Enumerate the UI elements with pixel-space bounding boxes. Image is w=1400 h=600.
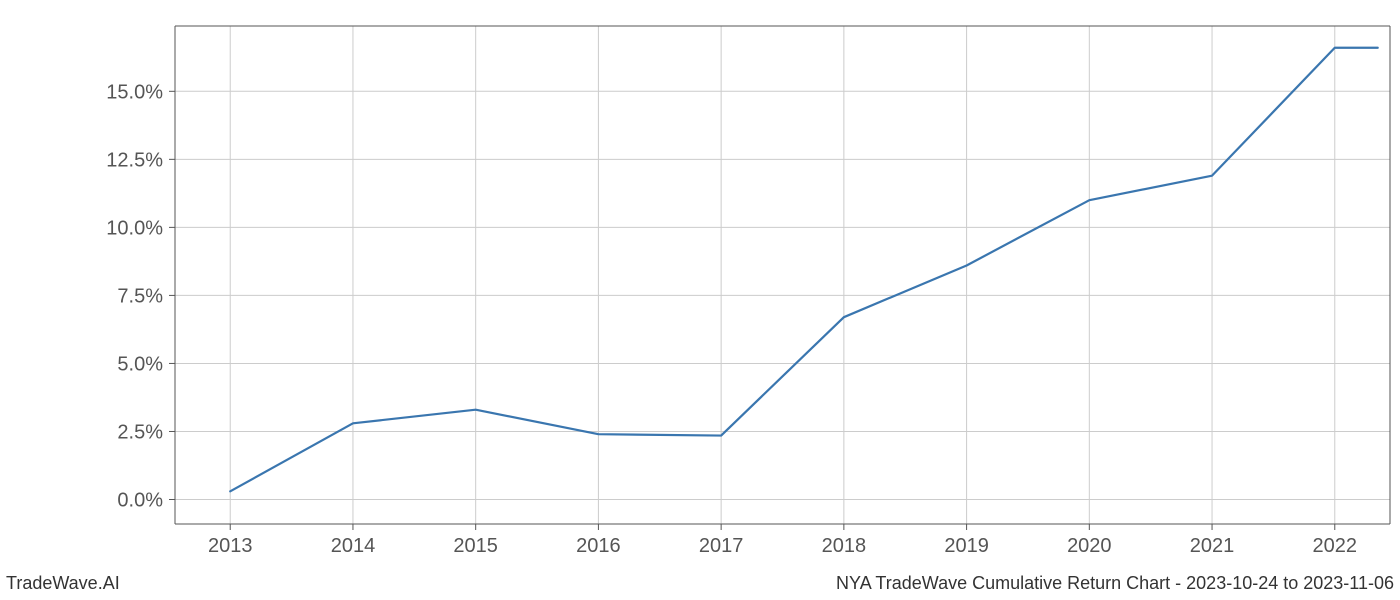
svg-text:2021: 2021 bbox=[1190, 535, 1235, 557]
svg-text:2014: 2014 bbox=[331, 535, 376, 557]
svg-text:2.5%: 2.5% bbox=[117, 421, 163, 443]
svg-text:10.0%: 10.0% bbox=[106, 217, 163, 239]
svg-text:2013: 2013 bbox=[208, 535, 253, 557]
chart-container: 2013 2014 2015 2016 2017 2018 2019 2020 2021 2022… bbox=[0, 0, 1400, 600]
svg-text:2019: 2019 bbox=[944, 535, 989, 557]
svg-text:2015: 2015 bbox=[453, 535, 498, 557]
svg-text:2022: 2022 bbox=[1313, 535, 1358, 557]
svg-text:2016: 2016 bbox=[576, 535, 621, 557]
svg-text:2020: 2020 bbox=[1067, 535, 1112, 557]
svg-text:5.0%: 5.0% bbox=[117, 353, 163, 375]
line-chart: 2013 2014 2015 2016 2017 2018 2019 2020 2021 2022… bbox=[0, 0, 1400, 600]
svg-text:15.0%: 15.0% bbox=[106, 81, 163, 103]
footer-right-text: NYA TradeWave Cumulative Return Chart - … bbox=[836, 573, 1394, 594]
footer-left-text: TradeWave.AI bbox=[6, 573, 120, 594]
svg-text:12.5%: 12.5% bbox=[106, 149, 163, 171]
svg-text:0.0%: 0.0% bbox=[117, 490, 163, 512]
svg-text:7.5%: 7.5% bbox=[117, 285, 163, 307]
svg-text:2018: 2018 bbox=[822, 535, 867, 557]
svg-text:2017: 2017 bbox=[699, 535, 744, 557]
